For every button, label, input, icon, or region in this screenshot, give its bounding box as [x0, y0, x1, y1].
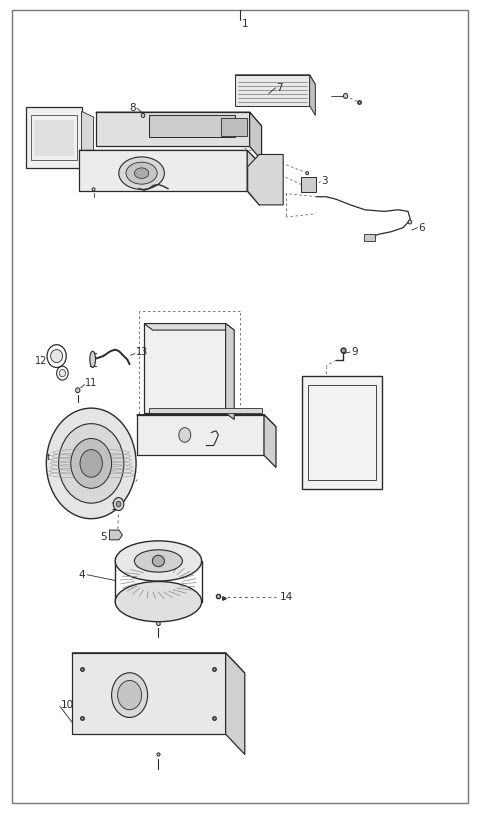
- Ellipse shape: [76, 388, 80, 393]
- Polygon shape: [235, 75, 315, 85]
- Polygon shape: [221, 118, 247, 136]
- Ellipse shape: [115, 541, 202, 581]
- Text: t: t: [47, 453, 50, 463]
- Text: 12: 12: [35, 356, 47, 366]
- Ellipse shape: [59, 424, 124, 503]
- Polygon shape: [149, 115, 235, 137]
- Polygon shape: [109, 530, 122, 540]
- Text: 13: 13: [136, 347, 148, 357]
- Text: 10: 10: [61, 700, 74, 710]
- Ellipse shape: [343, 93, 348, 98]
- Polygon shape: [226, 324, 234, 420]
- Ellipse shape: [118, 680, 142, 710]
- Text: 14: 14: [279, 592, 293, 602]
- Ellipse shape: [134, 550, 182, 572]
- Polygon shape: [247, 150, 259, 205]
- Ellipse shape: [112, 673, 148, 717]
- Ellipse shape: [71, 438, 111, 489]
- Text: 7: 7: [276, 83, 283, 93]
- Ellipse shape: [119, 157, 164, 189]
- Ellipse shape: [80, 450, 102, 477]
- Polygon shape: [72, 653, 245, 673]
- Polygon shape: [144, 324, 226, 413]
- Text: 5: 5: [100, 532, 107, 541]
- Text: 3: 3: [322, 176, 328, 186]
- Polygon shape: [264, 415, 276, 467]
- Polygon shape: [149, 408, 262, 413]
- Ellipse shape: [157, 753, 160, 756]
- Polygon shape: [248, 154, 283, 205]
- Ellipse shape: [408, 220, 412, 224]
- Ellipse shape: [60, 369, 65, 377]
- Polygon shape: [250, 112, 262, 160]
- Text: 9: 9: [351, 347, 358, 357]
- Polygon shape: [79, 150, 247, 191]
- Ellipse shape: [306, 172, 309, 175]
- Ellipse shape: [141, 113, 145, 118]
- Text: 15: 15: [110, 502, 124, 512]
- Polygon shape: [79, 150, 259, 163]
- Ellipse shape: [113, 498, 124, 511]
- Text: 2: 2: [201, 373, 207, 383]
- Polygon shape: [301, 177, 316, 192]
- Ellipse shape: [156, 622, 160, 626]
- Ellipse shape: [115, 581, 202, 622]
- Polygon shape: [226, 653, 245, 754]
- Ellipse shape: [90, 351, 96, 367]
- Polygon shape: [34, 120, 74, 156]
- Polygon shape: [364, 234, 375, 241]
- Polygon shape: [26, 107, 82, 168]
- Text: 11: 11: [85, 378, 98, 388]
- Ellipse shape: [50, 350, 62, 363]
- Polygon shape: [96, 112, 262, 126]
- Text: 4: 4: [79, 570, 85, 580]
- Polygon shape: [144, 324, 234, 330]
- Polygon shape: [137, 415, 276, 427]
- Ellipse shape: [179, 428, 191, 442]
- Polygon shape: [310, 75, 315, 115]
- Ellipse shape: [126, 162, 157, 184]
- Polygon shape: [137, 415, 264, 455]
- Text: 1: 1: [242, 20, 249, 29]
- Ellipse shape: [134, 168, 149, 178]
- Text: 6: 6: [419, 223, 425, 233]
- Polygon shape: [96, 112, 250, 146]
- Polygon shape: [72, 653, 226, 734]
- Polygon shape: [302, 376, 382, 489]
- Polygon shape: [235, 75, 310, 106]
- Ellipse shape: [46, 408, 136, 519]
- Ellipse shape: [153, 555, 164, 567]
- Polygon shape: [82, 111, 94, 159]
- Ellipse shape: [92, 188, 95, 191]
- Text: 8: 8: [130, 103, 136, 113]
- Ellipse shape: [116, 501, 121, 507]
